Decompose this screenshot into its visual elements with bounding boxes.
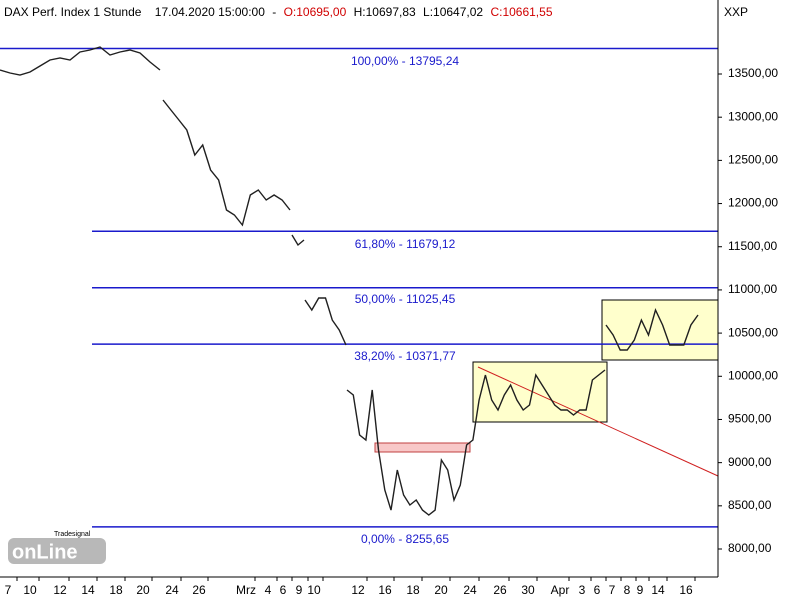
x-tick-label: 7 <box>5 583 12 597</box>
x-tick-label: 18 <box>109 583 123 597</box>
y-tick-label: 11000,00 <box>728 282 777 296</box>
x-tick-label: 8 <box>624 583 631 597</box>
title: DAX Perf. Index 1 Stunde <box>4 5 142 19</box>
x-tick-label: 14 <box>81 583 95 597</box>
x-tick-label: 9 <box>296 583 303 597</box>
x-tick-label: 26 <box>192 583 206 597</box>
plot <box>0 46 718 528</box>
x-tick-label: 20 <box>136 583 150 597</box>
x-tick-label: 26 <box>493 583 507 597</box>
y-tick-label: 9500,00 <box>728 412 772 426</box>
x-tick-label: 24 <box>165 583 179 597</box>
x-tick-label: 16 <box>679 583 693 597</box>
y-tick-label: 11500,00 <box>728 239 777 253</box>
header: DAX Perf. Index 1 Stunde 17.04.2020 15:0… <box>4 5 553 19</box>
fib-label: 61,80% - 11679,12 <box>355 237 456 251</box>
datetime: 17.04.2020 15:00:00 <box>155 5 265 19</box>
price-line <box>605 308 699 351</box>
trend-line <box>477 366 719 477</box>
y-tick-label: 12500,00 <box>728 153 778 167</box>
y-tick-label: 9000,00 <box>728 455 772 469</box>
open: O:10695,00 <box>284 5 347 19</box>
range-box <box>472 361 608 423</box>
x-tick-label: Mrz <box>236 583 256 597</box>
logo: Tradesignal onLine <box>8 531 106 564</box>
x-tick-label: 12 <box>351 583 365 597</box>
fib-label: 50,00% - 11025,45 <box>355 292 456 306</box>
price-line <box>162 99 291 227</box>
x-tick-label: 20 <box>434 583 448 597</box>
y-tick-label: 13000,00 <box>728 109 778 123</box>
x-tick-label: 10 <box>23 583 37 597</box>
x-tick-label: 3 <box>579 583 586 597</box>
x-tick-label: Apr <box>551 583 570 597</box>
y-tick-label: 8000,00 <box>728 541 772 555</box>
price-line <box>0 46 161 76</box>
x-tick-label: 24 <box>463 583 477 597</box>
x-tick-label: 4 <box>265 583 272 597</box>
y-tick-label: 10000,00 <box>728 368 778 382</box>
x-tick-label: 14 <box>651 583 665 597</box>
high: H:10697,83 <box>354 5 416 19</box>
close: C:10661,55 <box>490 5 552 19</box>
y-tick-label: 12000,00 <box>728 196 778 210</box>
low: L:10647,02 <box>423 5 483 19</box>
logo-name: onLine <box>12 541 78 563</box>
symbol: XXP <box>724 5 748 19</box>
fib-label: 100,00% - 13795,24 <box>351 54 459 68</box>
fib-label: 38,20% - 10371,77 <box>354 349 456 363</box>
x-tick-label: 6 <box>594 583 601 597</box>
price-line <box>304 297 347 346</box>
x-tick-label: 16 <box>378 583 392 597</box>
price-line <box>291 234 305 247</box>
x-tick-label: 6 <box>280 583 287 597</box>
y-tick-label: 13500,00 <box>728 66 778 80</box>
y-tick-label: 10500,00 <box>728 325 778 339</box>
x-tick-label: 12 <box>53 583 67 597</box>
x-tick-label: 10 <box>307 583 321 597</box>
fib-label: 0,00% - 8255,65 <box>361 532 449 546</box>
logo-brand: Tradesignal <box>54 531 91 538</box>
gap-box <box>374 442 471 453</box>
price-line <box>346 369 606 516</box>
logo-badge <box>8 538 106 564</box>
y-tick-label: 8500,00 <box>728 498 772 512</box>
x-tick-label: 7 <box>609 583 616 597</box>
x-tick-label: 18 <box>406 583 420 597</box>
x-tick-label: 30 <box>521 583 535 597</box>
range-box <box>601 299 719 361</box>
separator: - <box>272 5 276 19</box>
x-tick-label: 9 <box>637 583 644 597</box>
